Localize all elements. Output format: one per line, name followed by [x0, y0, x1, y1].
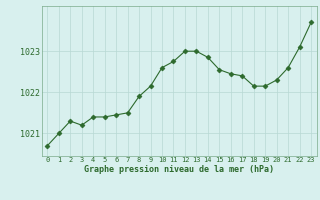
X-axis label: Graphe pression niveau de la mer (hPa): Graphe pression niveau de la mer (hPa): [84, 165, 274, 174]
